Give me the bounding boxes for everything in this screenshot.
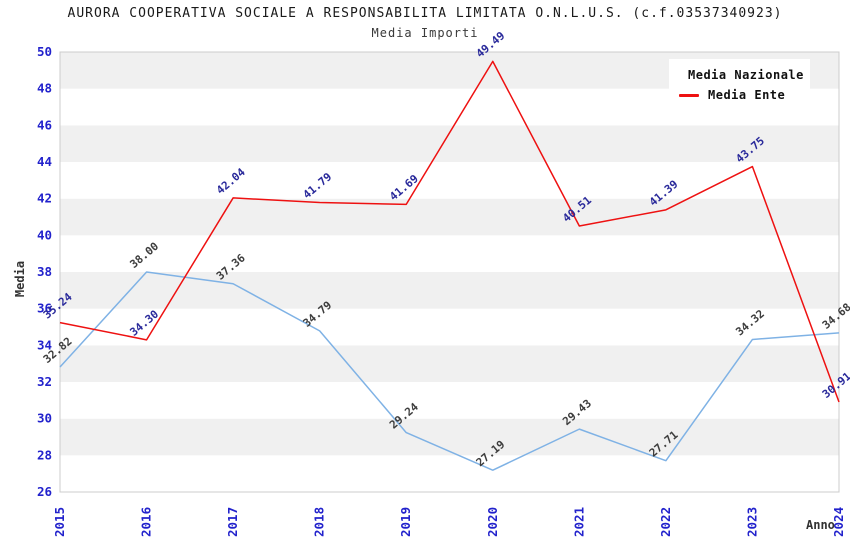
plot-border bbox=[59, 51, 840, 493]
svg-text:2020: 2020 bbox=[485, 507, 500, 537]
chart-subtitle: Media Importi bbox=[371, 26, 479, 40]
legend-label: Media Nazionale bbox=[688, 68, 804, 82]
legend-line-swatch-ente bbox=[679, 93, 699, 97]
series-line bbox=[59, 271, 840, 471]
svg-text:40: 40 bbox=[37, 227, 52, 242]
svg-text:34: 34 bbox=[37, 337, 52, 352]
svg-text:2021: 2021 bbox=[571, 507, 586, 537]
svg-text:28: 28 bbox=[37, 447, 52, 462]
svg-text:2016: 2016 bbox=[139, 507, 154, 537]
series-line bbox=[59, 60, 840, 403]
svg-text:2017: 2017 bbox=[225, 507, 240, 537]
svg-text:32: 32 bbox=[37, 374, 52, 389]
svg-text:26: 26 bbox=[37, 484, 52, 499]
x-axis-label: Anno bbox=[806, 518, 835, 532]
x-tick-labels: 2015 2016 2017 2018 2019 2020 2021 2022 2023 2024 bbox=[52, 507, 846, 537]
svg-text:42: 42 bbox=[37, 191, 52, 206]
svg-text:38: 38 bbox=[37, 264, 52, 279]
legend-item-media-ente: Media Ente bbox=[679, 85, 802, 105]
svg-text:36: 36 bbox=[37, 301, 52, 316]
svg-text:2015: 2015 bbox=[52, 507, 67, 537]
legend-label: Media Ente bbox=[708, 88, 786, 102]
legend: Media Nazionale Media Ente bbox=[669, 59, 810, 111]
y-tick-labels: 26 28 30 32 34 36 38 40 42 44 46 48 50 bbox=[37, 44, 52, 499]
svg-text:44: 44 bbox=[37, 154, 52, 169]
svg-text:2022: 2022 bbox=[658, 507, 673, 537]
svg-text:2024: 2024 bbox=[831, 507, 846, 537]
y-axis-label: Media bbox=[13, 260, 27, 298]
svg-text:2019: 2019 bbox=[398, 507, 413, 537]
svg-text:30: 30 bbox=[37, 411, 52, 426]
plot-bands bbox=[60, 52, 839, 492]
legend-item-media-nazionale: Media Nazionale bbox=[679, 65, 804, 85]
svg-text:48: 48 bbox=[37, 81, 52, 96]
svg-text:50: 50 bbox=[37, 44, 52, 59]
chart-title: AURORA COOPERATIVA SOCIALE A RESPONSABIL… bbox=[67, 6, 783, 21]
svg-text:46: 46 bbox=[37, 117, 52, 132]
svg-text:2023: 2023 bbox=[744, 507, 759, 537]
svg-text:2018: 2018 bbox=[312, 507, 327, 537]
